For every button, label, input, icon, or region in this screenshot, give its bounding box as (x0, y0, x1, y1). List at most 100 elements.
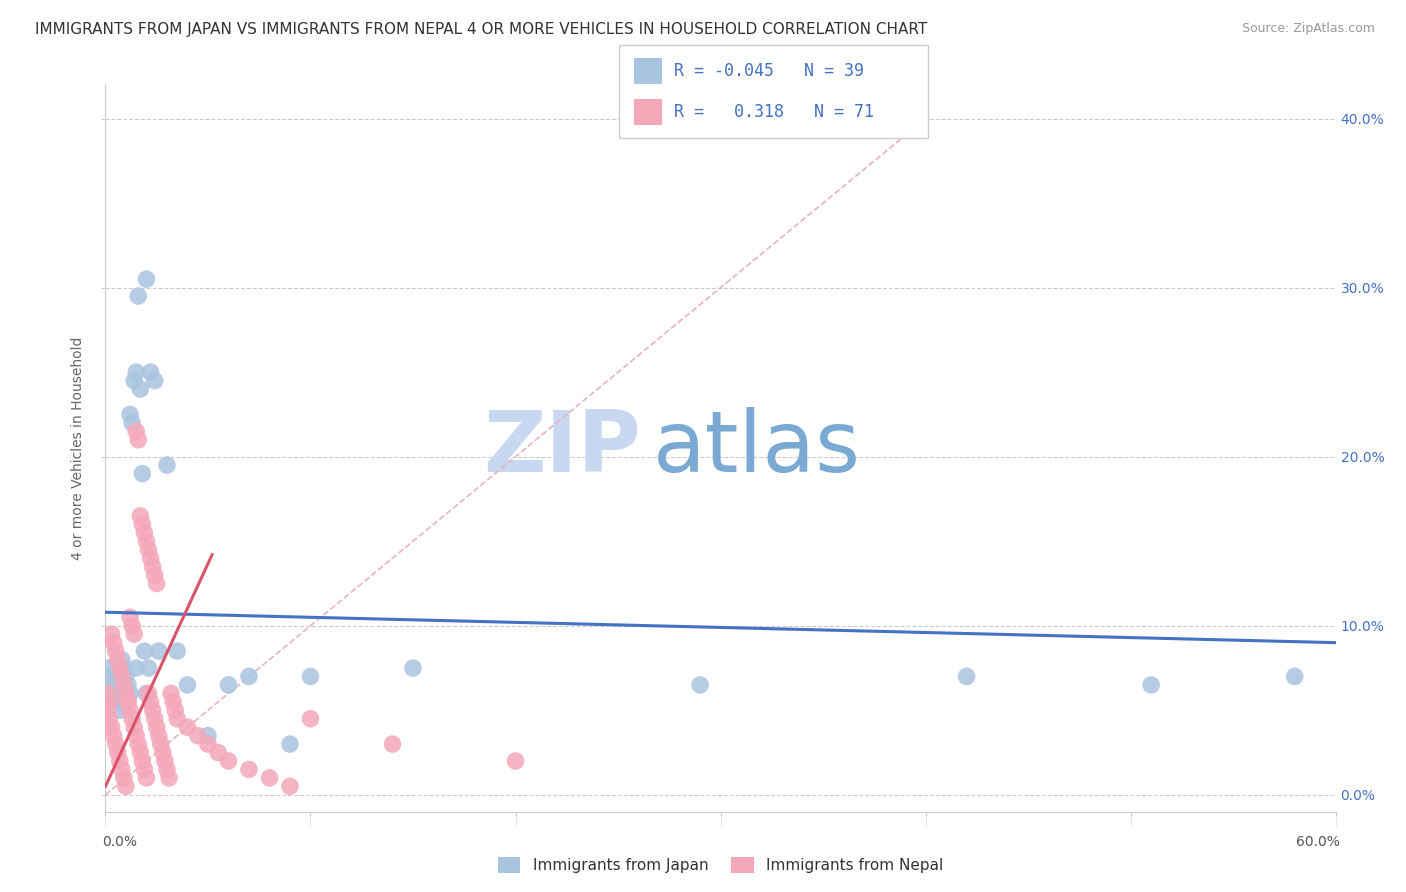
Point (259, 771, 281, 785)
Point (108, 703, 131, 717)
Text: 0.0%: 0.0% (101, 835, 136, 849)
Point (129, 382, 152, 396)
Point (120, 408, 141, 422)
Point (120, 610, 141, 624)
Point (96, 703, 118, 717)
Point (157, 771, 180, 785)
Point (143, 568, 166, 582)
Point (135, 686, 157, 700)
Point (218, 754, 240, 768)
Point (142, 703, 165, 717)
Text: ZIP: ZIP (482, 407, 641, 490)
Point (127, 737, 149, 751)
Point (112, 771, 135, 785)
Point (103, 635, 125, 649)
Point (131, 467, 153, 481)
Point (299, 669, 322, 683)
Point (134, 644, 156, 658)
Point (120, 686, 141, 700)
Point (381, 737, 404, 751)
Point (121, 712, 143, 726)
Point (117, 695, 139, 709)
Point (108, 661, 131, 675)
Point (143, 712, 166, 726)
Point (96, 686, 118, 700)
Point (129, 508, 152, 523)
Point (143, 374, 166, 388)
Legend: Immigrants from Japan, Immigrants from Nepal: Immigrants from Japan, Immigrants from N… (498, 857, 943, 873)
Point (956, 669, 979, 683)
Point (148, 729, 170, 743)
Point (138, 661, 160, 675)
Point (139, 551, 162, 566)
FancyBboxPatch shape (634, 99, 662, 125)
Point (121, 619, 143, 633)
FancyBboxPatch shape (619, 45, 928, 138)
Text: IMMIGRANTS FROM JAPAN VS IMMIGRANTS FROM NEPAL 4 OR MORE VEHICLES IN HOUSEHOLD C: IMMIGRANTS FROM JAPAN VS IMMIGRANTS FROM… (35, 22, 928, 37)
Point (160, 686, 183, 700)
Text: 60.0%: 60.0% (1295, 835, 1340, 849)
Point (112, 661, 135, 675)
Point (156, 763, 179, 777)
Point (238, 763, 260, 777)
Point (131, 754, 153, 768)
Text: atlas: atlas (652, 407, 860, 490)
Point (108, 754, 131, 768)
Point (107, 695, 129, 709)
Point (197, 737, 219, 751)
Point (153, 754, 176, 768)
Point (197, 729, 219, 743)
Point (148, 644, 170, 658)
Text: R =   0.318   N = 71: R = 0.318 N = 71 (675, 103, 875, 121)
Point (135, 771, 157, 785)
Point (125, 365, 148, 379)
Point (122, 720, 145, 734)
Point (135, 272, 157, 286)
Point (134, 525, 156, 540)
Point (100, 669, 122, 683)
Point (134, 763, 156, 777)
Point (689, 678, 711, 692)
Point (145, 720, 167, 734)
Point (162, 695, 184, 709)
Point (127, 433, 149, 447)
Point (125, 425, 148, 439)
Point (104, 644, 127, 658)
Point (100, 627, 122, 641)
Point (98, 695, 121, 709)
Point (103, 678, 125, 692)
Point (115, 686, 138, 700)
Point (115, 780, 138, 794)
Point (166, 712, 188, 726)
FancyBboxPatch shape (634, 58, 662, 84)
Point (125, 729, 148, 743)
Point (122, 627, 145, 641)
Text: R = -0.045   N = 39: R = -0.045 N = 39 (675, 62, 865, 79)
Point (505, 754, 527, 768)
Point (131, 517, 153, 532)
Point (278, 780, 301, 794)
Point (107, 652, 129, 666)
Point (115, 669, 138, 683)
Point (100, 720, 122, 734)
Point (166, 644, 188, 658)
Point (402, 661, 425, 675)
Point (149, 737, 172, 751)
Point (111, 763, 134, 777)
Point (176, 678, 198, 692)
Point (129, 746, 152, 760)
Point (104, 686, 127, 700)
Point (117, 695, 139, 709)
Point (145, 576, 167, 591)
Point (1140, 678, 1163, 692)
Point (218, 678, 240, 692)
Point (98, 712, 121, 726)
Point (120, 703, 141, 717)
Point (138, 686, 160, 700)
Point (187, 729, 209, 743)
Point (107, 746, 129, 760)
Point (139, 365, 162, 379)
Point (103, 729, 125, 743)
Point (125, 661, 148, 675)
Point (127, 289, 149, 303)
